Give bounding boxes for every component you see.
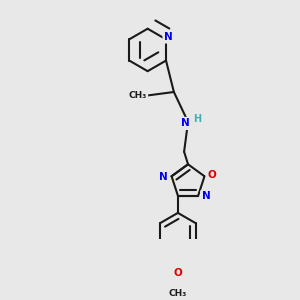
Text: N: N — [181, 118, 189, 128]
Text: CH₃: CH₃ — [129, 92, 147, 100]
Text: O: O — [173, 268, 182, 278]
Text: CH₃: CH₃ — [169, 290, 187, 298]
Text: H: H — [194, 114, 202, 124]
Text: N: N — [159, 172, 168, 182]
Text: N: N — [202, 191, 210, 201]
Text: O: O — [207, 170, 216, 181]
Text: N: N — [164, 32, 173, 42]
